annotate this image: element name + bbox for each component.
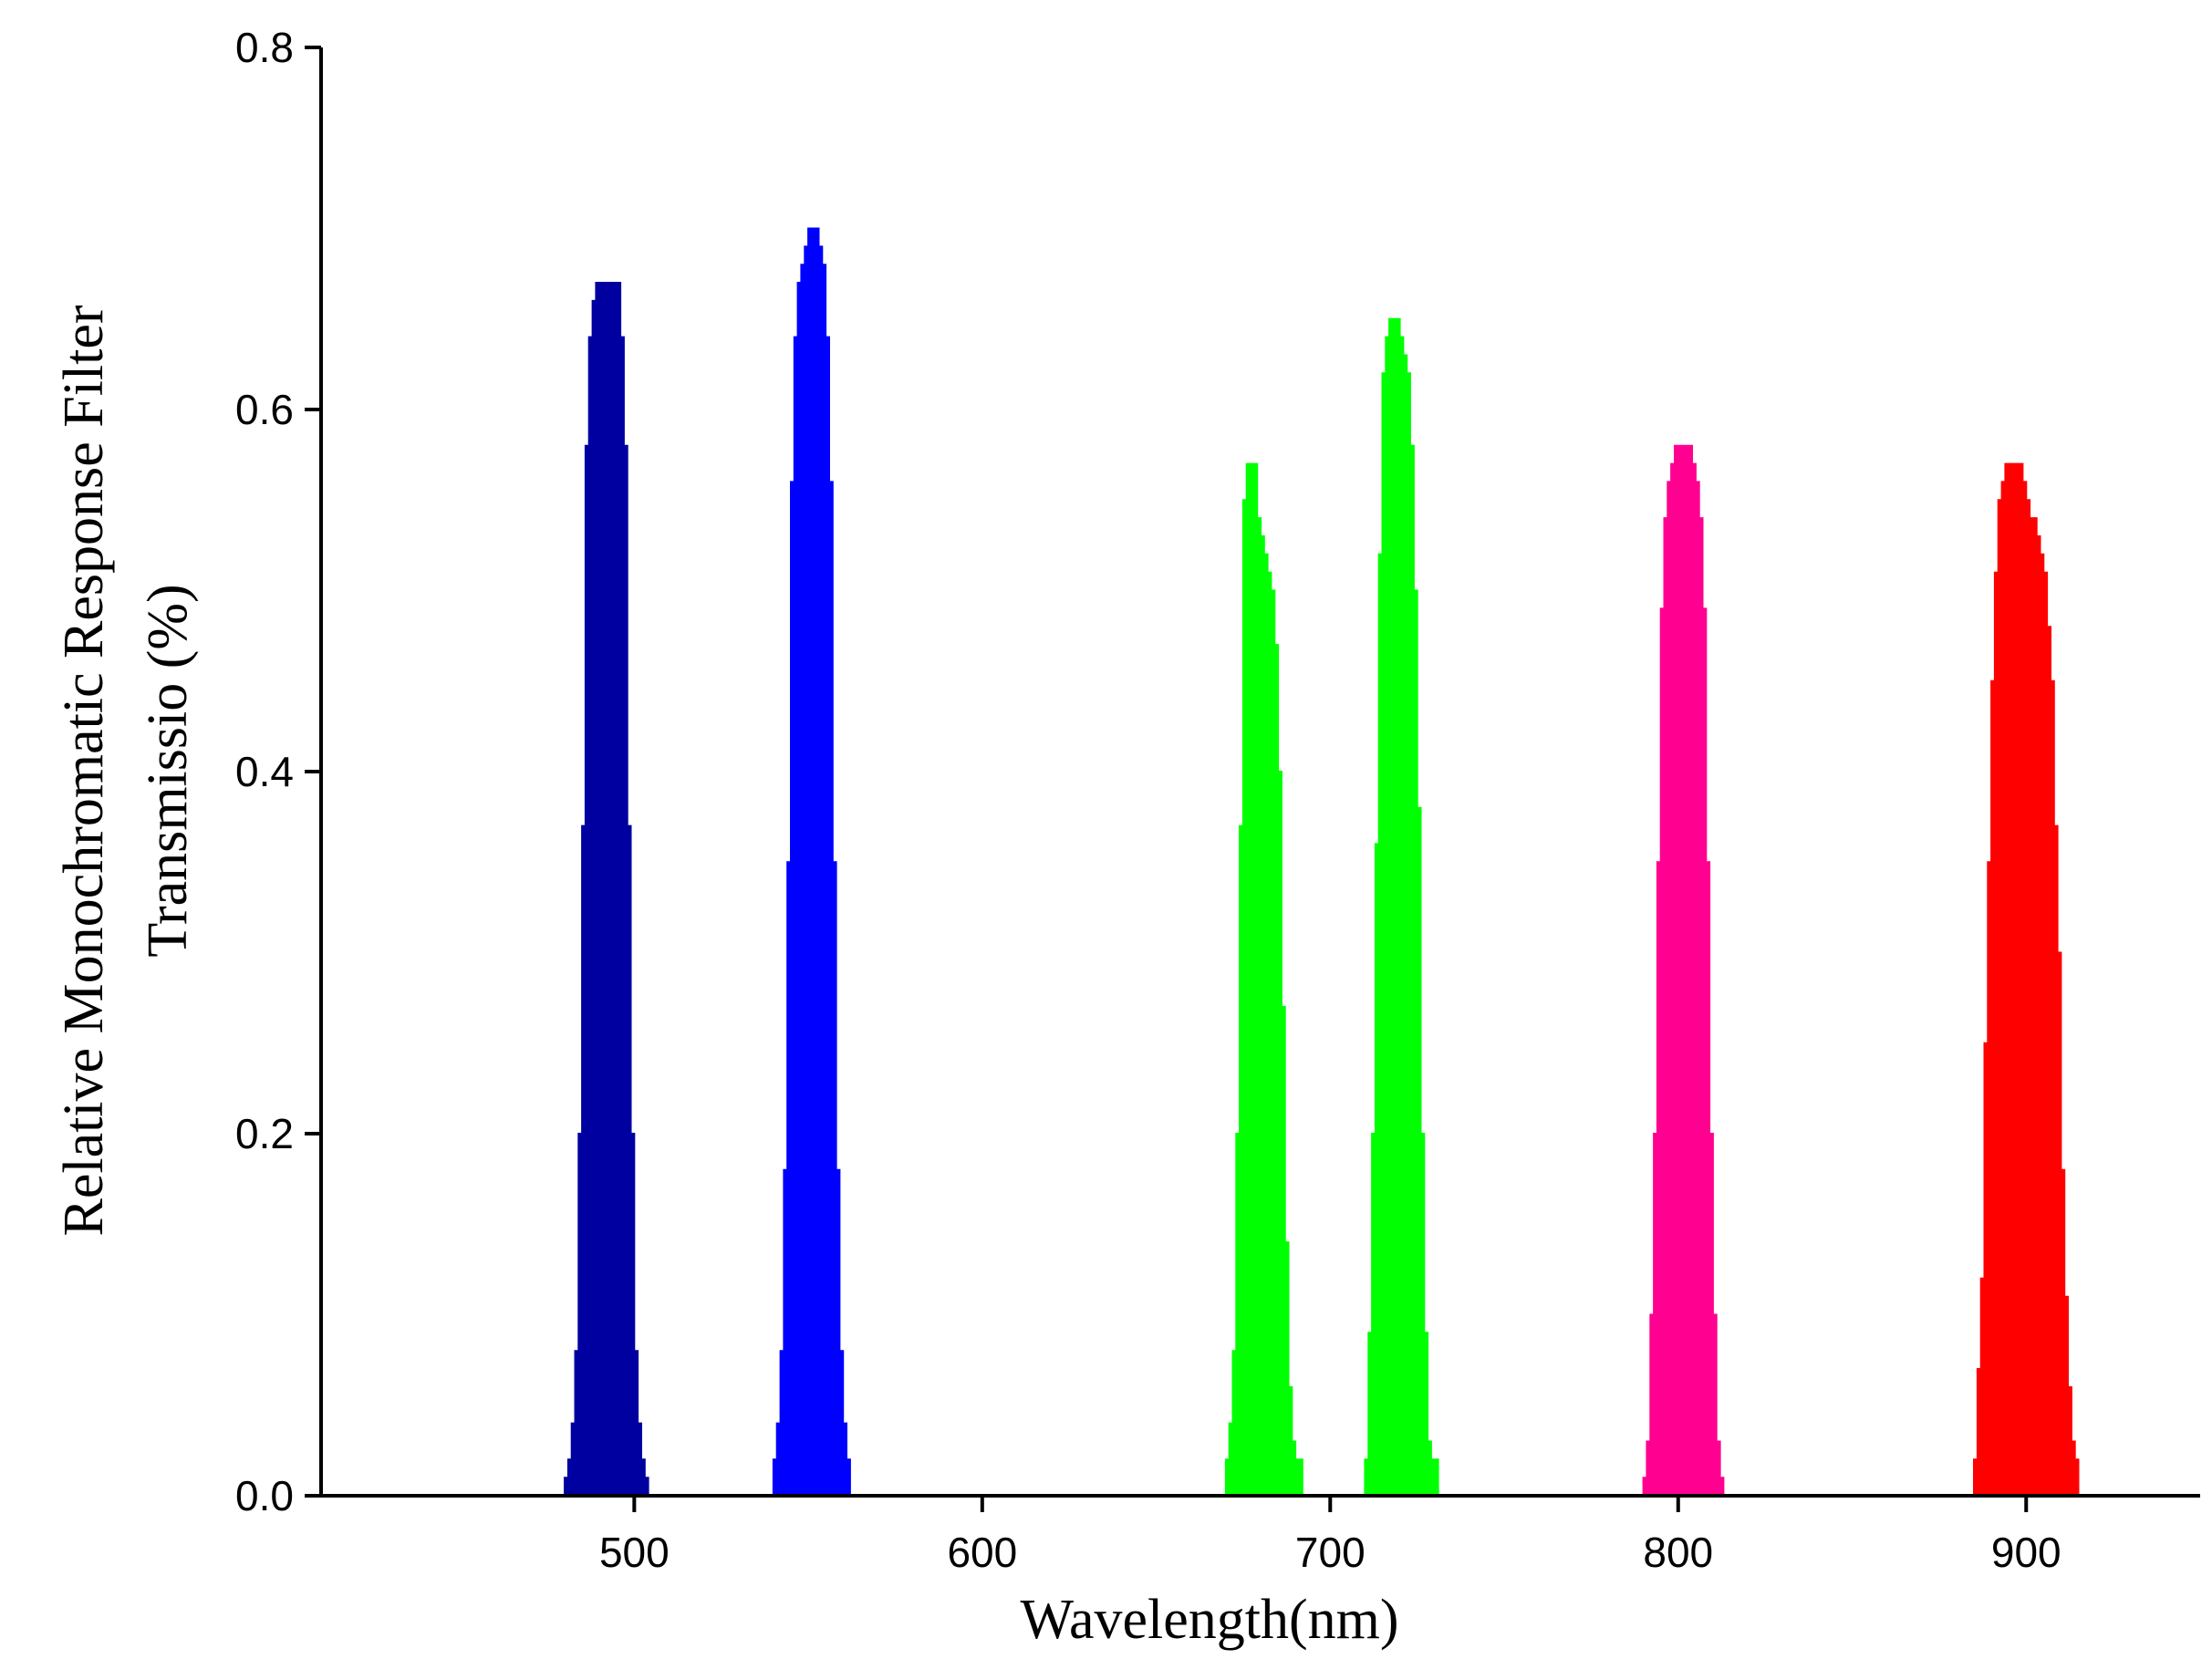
y-tick-label: 0.2 (235, 1110, 294, 1157)
x-tick-label: 500 (599, 1529, 670, 1576)
y-tick-label: 0.4 (235, 748, 294, 795)
y-axis-title-line-1: Relative Monochromatic Response Filter (53, 305, 115, 1236)
y-axis-title-line-2: Transmissio (%) (137, 584, 199, 957)
series-peak-6 (1970, 462, 2080, 1497)
y-axis-title: Relative Monochromatic Response Filter T… (53, 305, 199, 1236)
x-axis-title: Wavelength(nm) (1020, 1589, 1398, 1651)
y-tick-label: 0.6 (235, 386, 294, 433)
x-tick-label: 600 (947, 1529, 1017, 1576)
series-group (561, 227, 2080, 1497)
series-peak-2 (770, 227, 851, 1497)
y-ticks: 0.0 0.2 0.4 0.6 0.8 (235, 24, 321, 1519)
x-tick-label: 900 (1991, 1529, 2061, 1576)
series-peak-1 (561, 282, 649, 1497)
y-tick-label: 0.0 (235, 1472, 294, 1519)
x-ticks: 500 600 700 800 900 (599, 1496, 2061, 1576)
series-peak-5 (1639, 444, 1725, 1497)
y-tick-label: 0.8 (235, 24, 294, 71)
x-tick-label: 800 (1643, 1529, 1713, 1576)
series-peak-3 (1222, 462, 1303, 1497)
x-tick-label: 700 (1295, 1529, 1366, 1576)
series-peak-4 (1361, 317, 1439, 1497)
